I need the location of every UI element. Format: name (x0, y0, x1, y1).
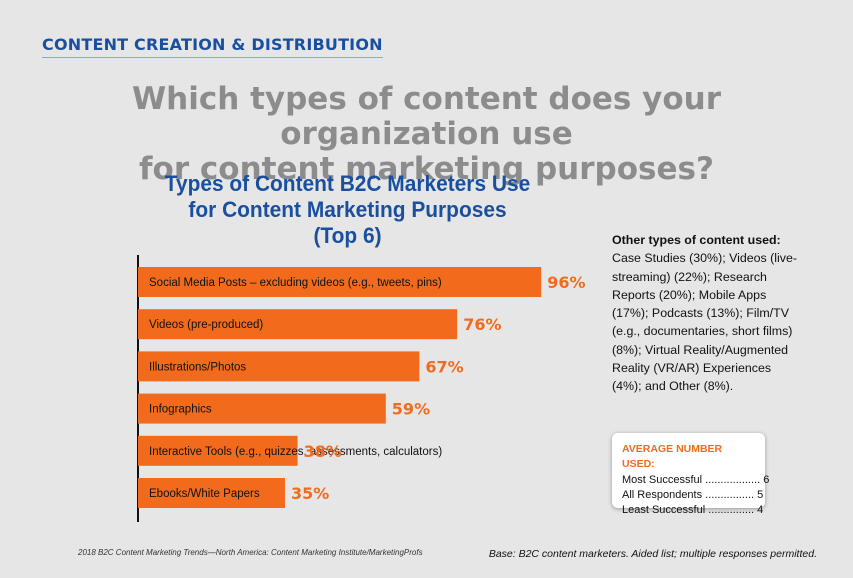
bar-value-label: 76% (463, 315, 501, 334)
bar-label: Interactive Tools (e.g., quizzes, assess… (149, 446, 442, 458)
question-heading: Which types of content does your organiz… (20, 82, 833, 187)
average-row-least-successful: Least Successful ............... 4 (622, 504, 764, 516)
bar-label: Ebooks/White Papers (149, 488, 260, 500)
other-content-types: Other types of content used: Case Studie… (612, 231, 802, 396)
average-title: AVERAGE NUMBER USED: (622, 443, 723, 470)
bar (138, 309, 458, 340)
bar (138, 393, 386, 424)
bar-label: Illustrations/Photos (149, 361, 246, 373)
question-line: for content marketing purposes? (139, 151, 714, 187)
other-content-heading: Other types of content used: (612, 233, 781, 247)
bar-value-label: 35% (291, 484, 329, 503)
bar-label: Social Media Posts – excluding videos (e… (149, 277, 442, 289)
bar-value-label: 67% (425, 357, 463, 376)
chart-title-line: Types of Content B2C Marketers Use (164, 171, 531, 196)
chart-title: Types of Content B2C Marketers Use for C… (141, 171, 554, 249)
source-footnote: 2018 B2C Content Marketing Trends—North … (78, 548, 423, 557)
question-line: Which types of content does your organiz… (131, 81, 722, 152)
bar (138, 435, 298, 466)
bar-value-label: 38% (304, 442, 342, 461)
chart-title-line: for Content Marketing Purposes (188, 197, 507, 222)
bar-label: Infographics (149, 404, 212, 416)
base-footnote: Base: B2C content marketers. Aided list;… (488, 548, 817, 560)
chart-title-line: (Top 6) (313, 223, 382, 248)
average-row-most-successful: Most Successful .................. 6 (622, 474, 770, 486)
bar-value-label: 59% (392, 400, 430, 419)
other-content-text: Case Studies (30%); Videos (live-streami… (612, 251, 798, 394)
average-row-all-respondents: All Respondents ................ 5 (622, 489, 764, 501)
bar (138, 478, 285, 508)
section-label: CONTENT CREATION & DISTRIBUTION (42, 35, 383, 58)
average-number-box: AVERAGE NUMBER USED: Most Successful ...… (612, 433, 770, 516)
bar-value-label: 96% (547, 273, 585, 292)
bar-label: Videos (pre-produced) (149, 319, 263, 331)
bar (138, 267, 542, 297)
bar (138, 351, 420, 382)
